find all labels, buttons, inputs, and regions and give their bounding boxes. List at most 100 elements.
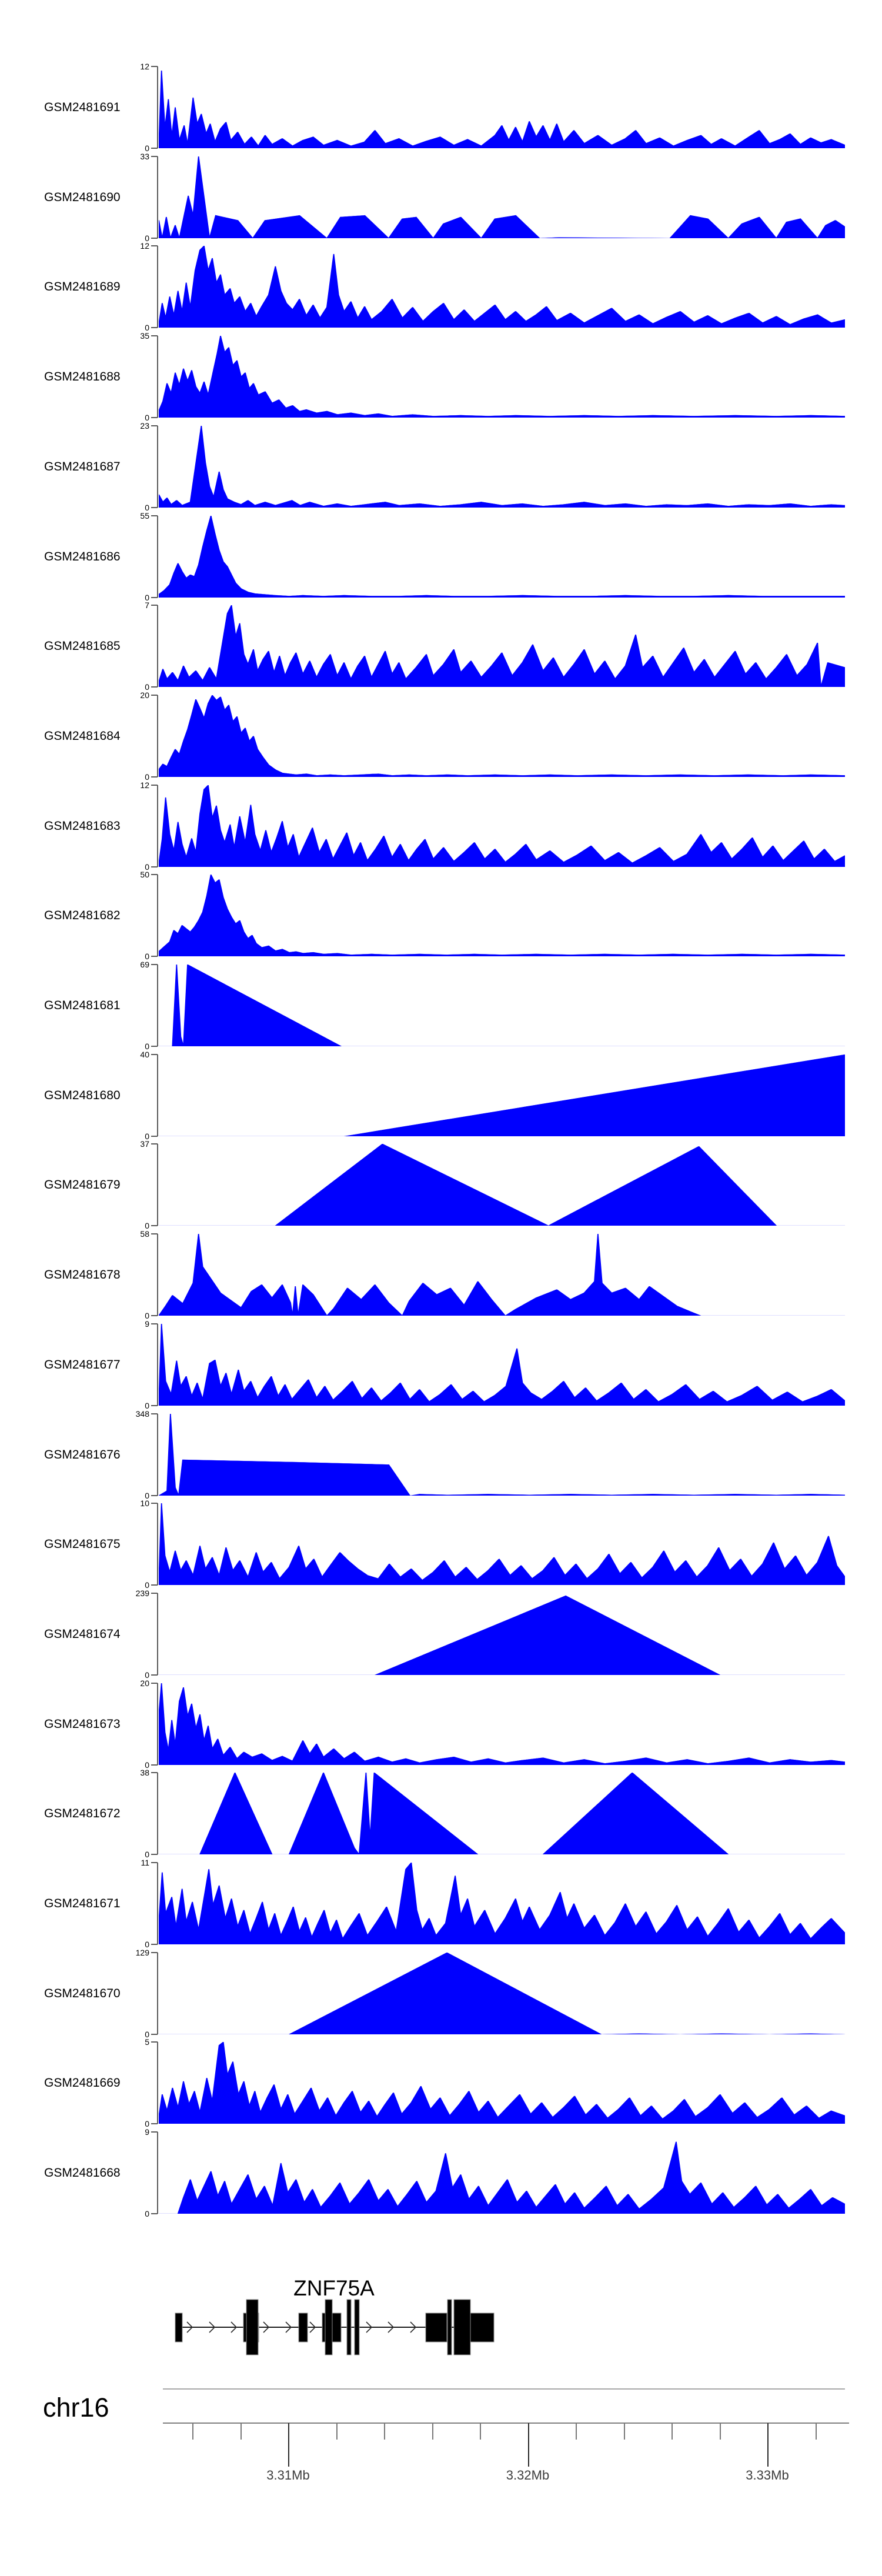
y-axis-tick-bottom [151, 1495, 158, 1496]
y-axis-line [157, 965, 158, 1046]
y-axis-max-label: 33 [140, 152, 149, 161]
y-axis-tick-bottom [151, 2123, 158, 2124]
y-axis-tick-top [151, 1683, 158, 1684]
track-label: GSM2481684 [44, 729, 121, 743]
y-axis-max-label: 20 [140, 690, 149, 700]
track-label: GSM2481686 [44, 549, 121, 563]
y-axis-zero-label: 0 [145, 413, 149, 422]
track-label: GSM2481672 [44, 1806, 121, 1820]
axis-minor-tick [623, 2423, 625, 2440]
signal-area [159, 1863, 845, 1944]
signal-area [159, 1234, 845, 1316]
y-axis-max-label: 20 [140, 1679, 149, 1688]
exon-box-cds [453, 2299, 471, 2355]
signal-area [159, 605, 845, 687]
y-axis-line [157, 1683, 158, 1765]
y-axis-line [157, 1953, 158, 2034]
y-axis-tick-top [151, 1952, 158, 1953]
track-label: GSM2481688 [44, 369, 121, 383]
y-axis-tick-bottom [151, 417, 158, 418]
y-axis-line [157, 426, 158, 508]
signal-area [159, 516, 845, 598]
axis-major-tick [288, 2423, 289, 2467]
y-axis-line [157, 1144, 158, 1226]
y-axis-max-label: 12 [140, 241, 149, 251]
axis-position-label: 3.33Mb [746, 2468, 789, 2482]
y-axis-line [157, 1863, 158, 1944]
y-axis-zero-label: 0 [145, 1940, 149, 1949]
y-axis-tick-bottom [151, 1136, 158, 1137]
axis-minor-tick [671, 2423, 673, 2440]
y-axis-tick-bottom [151, 1405, 158, 1406]
exon-box-cds [346, 2299, 352, 2355]
signal-area [159, 156, 845, 238]
signal-area [159, 1414, 845, 1496]
track-label: GSM2481689 [44, 279, 121, 293]
y-axis-zero-label: 0 [145, 144, 149, 153]
y-axis-tick-bottom [151, 1315, 158, 1316]
track-label: GSM2481678 [44, 1267, 121, 1282]
track-label: GSM2481668 [44, 2165, 121, 2180]
y-axis-tick-top [151, 874, 158, 875]
y-axis-tick-bottom [151, 148, 158, 149]
axis-major-tick [527, 2423, 529, 2467]
track-label: GSM2481674 [44, 1627, 121, 1641]
y-axis-zero-label: 0 [145, 503, 149, 512]
y-axis-zero-label: 0 [145, 323, 149, 332]
strand-arrow-icon [387, 2321, 395, 2333]
y-axis-tick-top [151, 515, 158, 516]
y-axis-tick-top [151, 1503, 158, 1504]
y-axis-max-label: 37 [140, 1139, 149, 1149]
y-axis-zero-label: 0 [145, 952, 149, 961]
y-axis-tick-top [151, 156, 158, 157]
y-axis-tick-bottom [151, 686, 158, 688]
exon-box-cds [354, 2299, 360, 2355]
strand-arrow-icon [209, 2321, 216, 2333]
y-axis-tick-bottom [151, 956, 158, 957]
axis-top-border-line [163, 2388, 845, 2390]
y-axis-zero-label: 0 [145, 2209, 149, 2218]
y-axis-tick-bottom [151, 238, 158, 239]
signal-area [159, 1324, 845, 1406]
y-axis-max-label: 11 [141, 1858, 149, 1867]
y-axis-zero-label: 0 [145, 1580, 149, 1590]
strand-arrow-icon [186, 2321, 193, 2333]
signal-area [159, 1144, 845, 1226]
axis-minor-tick [815, 2423, 817, 2440]
y-axis-max-label: 23 [140, 421, 149, 431]
y-axis-line [157, 1414, 158, 1496]
y-axis-tick-top [151, 245, 158, 246]
y-axis-max-label: 40 [140, 1050, 149, 1059]
y-axis-line [157, 605, 158, 687]
y-axis-tick-top [151, 2041, 158, 2043]
track-label: GSM2481682 [44, 908, 121, 922]
y-axis-tick-top [151, 1593, 158, 1594]
y-axis-line [157, 785, 158, 867]
y-axis-tick-top [151, 425, 158, 426]
exon-box-cds [246, 2299, 259, 2355]
track-label: GSM2481677 [44, 1357, 121, 1372]
y-axis-line [157, 1055, 158, 1136]
y-axis-tick-bottom [151, 327, 158, 328]
y-axis-zero-label: 0 [145, 1132, 149, 1141]
y-axis-tick-top [151, 785, 158, 786]
y-axis-tick-bottom [151, 1046, 158, 1047]
y-axis-tick-top [151, 1054, 158, 1055]
y-axis-tick-top [151, 1323, 158, 1324]
y-axis-tick-bottom [151, 866, 158, 867]
y-axis-zero-label: 0 [145, 2030, 149, 2039]
y-axis-line [157, 875, 158, 956]
signal-area [159, 1595, 845, 1675]
y-axis-tick-top [151, 605, 158, 606]
track-label: GSM2481670 [44, 1986, 121, 2000]
y-axis-tick-bottom [151, 507, 158, 508]
gene-model-track [175, 2299, 495, 2355]
signal-area [159, 1503, 845, 1585]
y-axis-tick-top [151, 1862, 158, 1863]
y-axis-tick-bottom [151, 2034, 158, 2035]
track-label: GSM2481671 [44, 1896, 121, 1910]
y-axis-zero-label: 0 [145, 593, 149, 602]
signal-area [159, 246, 845, 328]
axis-minor-tick [432, 2423, 433, 2440]
